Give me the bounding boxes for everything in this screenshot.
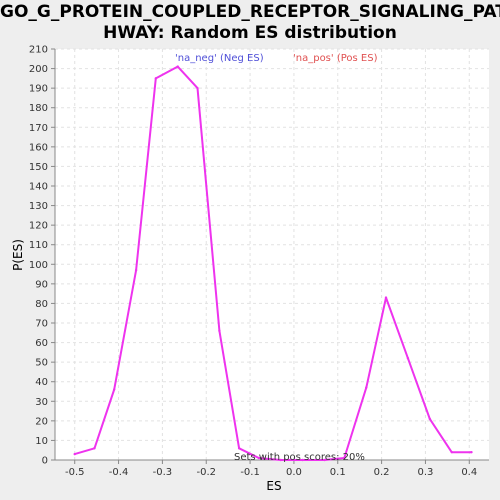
axes: 0 10 20 30 40 50 60 70 80 90 100 110 120 130 140 150 160… <box>29 45 489 478</box>
y-tick-label: 60 <box>35 338 48 349</box>
x-tick-label: -0.1 <box>240 467 260 478</box>
legend-pos-es: 'na_pos' (Pos ES) <box>293 53 378 64</box>
x-tick-label: -0.4 <box>109 467 129 478</box>
x-tick-label: -0.2 <box>196 467 216 478</box>
es-data-point <box>237 447 241 450</box>
plot-background <box>55 49 489 460</box>
es-data-point <box>384 296 388 299</box>
x-tick-label: 0.0 <box>286 467 302 478</box>
es-data-point <box>450 450 453 454</box>
es-data-point <box>406 357 410 360</box>
x-tick-label: 0.1 <box>330 467 346 478</box>
legend-neg-es: 'na_neg' (Neg ES) <box>175 53 264 64</box>
y-tick-label: 0 <box>42 456 48 467</box>
y-tick-label: 50 <box>35 358 48 369</box>
y-tick-label: 200 <box>29 64 48 75</box>
es-data-point <box>301 458 304 462</box>
y-tick-label: 140 <box>29 182 48 193</box>
es-data-point <box>470 450 473 454</box>
y-tick-label: 160 <box>29 142 48 153</box>
y-tick-label: 30 <box>35 397 48 408</box>
x-axis-label: ES <box>266 479 281 493</box>
x-tick-label: 0.4 <box>461 467 477 478</box>
es-data-point <box>93 447 96 450</box>
es-data-point <box>112 388 116 391</box>
es-data-point <box>343 456 346 460</box>
es-data-point <box>323 458 326 462</box>
y-tick-label: 80 <box>35 299 48 310</box>
y-tick-label: 170 <box>29 123 48 134</box>
y-tick-label: 110 <box>29 240 48 251</box>
x-tick-label: 0.3 <box>417 467 433 478</box>
chart-title: GO_G_PROTEIN_COUPLED_RECEPTOR_SIGNALING_… <box>0 2 500 44</box>
es-data-point <box>176 65 179 68</box>
y-tick-label: 130 <box>29 201 48 212</box>
y-tick-label: 100 <box>29 260 48 271</box>
es-data-point <box>279 458 282 462</box>
x-tick-label: 0.2 <box>374 467 390 478</box>
y-axis-label: P(ES) <box>11 239 25 271</box>
es-data-point <box>73 452 76 456</box>
pos-scores-annotation: Sets with pos scores: 20% <box>234 452 365 463</box>
es-distribution-line <box>74 65 472 461</box>
y-tick-label: 190 <box>29 84 48 95</box>
chart-title-line-1: GO_G_PROTEIN_COUPLED_RECEPTOR_SIGNALING_… <box>0 2 500 22</box>
y-tick-label: 180 <box>29 103 48 114</box>
es-data-point <box>154 77 158 80</box>
grid <box>55 48 489 460</box>
es-data-point <box>365 386 368 389</box>
es-data-point <box>196 86 199 90</box>
y-tick-label: 10 <box>35 436 48 447</box>
y-tick-label: 70 <box>35 319 48 330</box>
x-tick-label: -0.5 <box>65 467 85 478</box>
es-data-point <box>218 329 221 333</box>
y-tick-label: 150 <box>29 162 48 173</box>
y-tick-label: 20 <box>35 416 48 427</box>
y-tick-label: 90 <box>35 279 48 290</box>
es-data-point <box>134 268 138 272</box>
y-tick-label: 210 <box>29 45 48 56</box>
chart-title-line-2: HWAY: Random ES distribution <box>103 23 397 43</box>
y-tick-label: 120 <box>29 221 48 232</box>
x-tick-label: -0.3 <box>153 467 173 478</box>
series-group <box>73 65 473 462</box>
y-tick-label: 40 <box>35 377 48 388</box>
es-data-point <box>428 417 432 421</box>
es-data-point <box>257 456 261 460</box>
